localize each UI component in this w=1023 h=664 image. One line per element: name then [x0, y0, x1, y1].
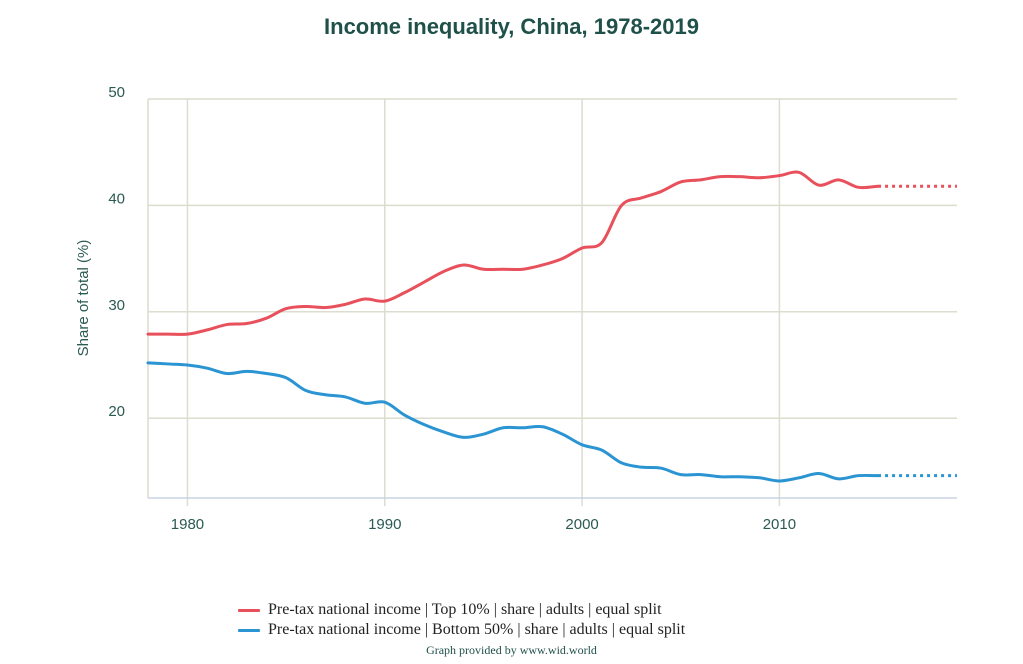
y-tick-label: 20 [108, 403, 125, 420]
x-tick-label: 1990 [368, 516, 401, 533]
chart-title: Income inequality, China, 1978-2019 [324, 14, 699, 39]
legend-swatch-bottom50 [238, 628, 260, 632]
x-tick-label: 1980 [171, 516, 204, 533]
chart-plot: 20 30 40 50 1980 1990 2000 2010 Share of total … [75, 84, 957, 533]
series-line-top10 [146, 170, 880, 336]
tick-labels: 20 30 40 50 1980 1990 2000 2010 [108, 84, 796, 533]
y-tick-label: 30 [108, 297, 125, 314]
y-tick-label: 40 [108, 190, 125, 207]
series-line-bottom50 [146, 361, 880, 483]
axes [147, 99, 957, 499]
y-axis-title: Share of total (%) [75, 240, 92, 357]
x-tick-label: 2010 [763, 516, 796, 533]
legend-label-bottom50: Pre-tax national income | Bottom 50% | s… [268, 621, 686, 638]
series-lines [146, 170, 957, 483]
x-tick-label: 2000 [565, 516, 598, 533]
legend-swatch-top10 [238, 608, 260, 612]
grid [148, 98, 957, 506]
legend-item-top10[interactable]: Pre-tax national income | Top 10% | shar… [238, 600, 685, 620]
legend-label-top10: Pre-tax national income | Top 10% | shar… [268, 601, 662, 618]
legend: Pre-tax national income | Top 10% | shar… [238, 600, 685, 640]
credit-text: Graph provided by www.wid.world [426, 643, 597, 657]
legend-item-bottom50[interactable]: Pre-tax national income | Bottom 50% | s… [238, 620, 685, 640]
y-tick-label: 50 [108, 84, 125, 101]
